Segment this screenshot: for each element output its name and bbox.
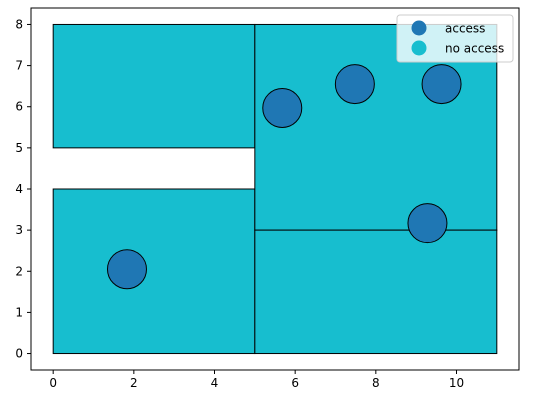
x-axis: 0 2 4 6 8 10 xyxy=(49,370,464,390)
y-tick-label: 4 xyxy=(15,182,23,196)
point-access-3 xyxy=(421,64,462,105)
region-rect-0 xyxy=(52,23,256,149)
legend-label-1: no access xyxy=(445,42,504,56)
x-tick-label: 0 xyxy=(49,376,57,390)
x-tick-label: 10 xyxy=(449,376,464,390)
y-tick-label: 1 xyxy=(15,305,23,319)
y-tick-label: 7 xyxy=(15,59,23,73)
legend-label-0: access xyxy=(445,22,485,36)
x-tick-label: 4 xyxy=(211,376,219,390)
y-tick-label: 2 xyxy=(15,264,23,278)
region-rect-3 xyxy=(254,229,498,355)
data-points xyxy=(106,64,462,290)
y-tick-label: 0 xyxy=(15,347,23,361)
y-tick-label: 8 xyxy=(15,17,23,31)
y-tick-label: 5 xyxy=(15,141,23,155)
y-tick-label: 3 xyxy=(15,223,23,237)
legend: access no access xyxy=(396,14,514,63)
y-tick-label: 6 xyxy=(15,100,23,114)
legend-marker-0 xyxy=(411,20,427,36)
y-axis: 0 1 2 3 4 5 6 7 8 xyxy=(15,17,31,361)
point-access-2 xyxy=(334,64,375,105)
x-tick-label: 8 xyxy=(372,376,380,390)
x-tick-label: 6 xyxy=(291,376,299,390)
point-access-0 xyxy=(106,249,147,290)
point-access-1 xyxy=(262,87,303,128)
x-tick-label: 2 xyxy=(130,376,138,390)
legend-marker-1 xyxy=(411,40,427,56)
region-rectangles xyxy=(52,23,498,355)
region-rect-1 xyxy=(52,188,256,355)
point-access-4 xyxy=(407,203,448,244)
